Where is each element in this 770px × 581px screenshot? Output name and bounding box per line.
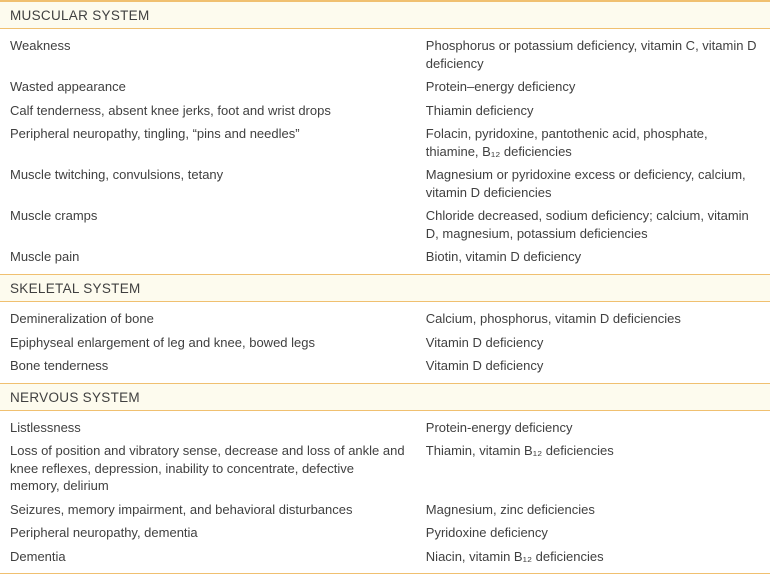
table-row: Dementia Niacin, vitamin B₁₂ deficiencie… [0,545,770,574]
table-row: Peripheral neuropathy, tingling, “pins a… [0,122,770,163]
table-row: Bone tenderness Vitamin D deficiency [0,354,770,383]
section-title: MUSCULAR SYSTEM [0,2,770,29]
table-row: Calf tenderness, absent knee jerks, foot… [0,99,770,123]
sign-cell: Peripheral neuropathy, dementia [0,521,416,545]
sign-cell: Demineralization of bone [0,302,416,331]
section-header-nervous: NERVOUS SYSTEM [0,383,770,410]
table-row: Listlessness Protein-energy deficiency [0,410,770,439]
table-row: Demineralization of bone Calcium, phosph… [0,302,770,331]
cause-cell: Protein–energy deficiency [416,75,770,99]
section-header-skeletal: SKELETAL SYSTEM [0,275,770,302]
table-row: Weakness Phosphorus or potassium deficie… [0,29,770,76]
table-row: Peripheral neuropathy, dementia Pyridoxi… [0,521,770,545]
sign-cell: Bone tenderness [0,354,416,383]
table-row: Muscle twitching, convulsions, tetany Ma… [0,163,770,204]
cause-cell: Pyridoxine deficiency [416,521,770,545]
sign-cell: Loss of position and vibratory sense, de… [0,439,416,498]
table-row: Muscle cramps Chloride decreased, sodium… [0,204,770,245]
table-row: Loss of position and vibratory sense, de… [0,439,770,498]
table-row: Epiphyseal enlargement of leg and knee, … [0,331,770,355]
table-row: Wasted appearance Protein–energy deficie… [0,75,770,99]
section-title: NERVOUS SYSTEM [0,383,770,410]
cause-cell: Vitamin D deficiency [416,354,770,383]
table-row: Muscle pain Biotin, vitamin D deficiency [0,245,770,274]
sign-cell: Listlessness [0,410,416,439]
cause-cell: Phosphorus or potassium deficiency, vita… [416,29,770,76]
sign-cell: Peripheral neuropathy, tingling, “pins a… [0,122,416,163]
cause-cell: Vitamin D deficiency [416,331,770,355]
cause-cell: Magnesium, zinc deficiencies [416,498,770,522]
cause-cell: Thiamin, vitamin B₁₂ deficiencies [416,439,770,498]
sign-cell: Epiphyseal enlargement of leg and knee, … [0,331,416,355]
sign-cell: Wasted appearance [0,75,416,99]
cause-cell: Biotin, vitamin D deficiency [416,245,770,274]
table-row: Seizures, memory impairment, and behavio… [0,498,770,522]
section-title: SKELETAL SYSTEM [0,275,770,302]
sign-cell: Calf tenderness, absent knee jerks, foot… [0,99,416,123]
cause-cell: Thiamin deficiency [416,99,770,123]
cause-cell: Niacin, vitamin B₁₂ deficiencies [416,545,770,574]
cause-cell: Protein-energy deficiency [416,410,770,439]
cause-cell: Calcium, phosphorus, vitamin D deficienc… [416,302,770,331]
sign-cell: Dementia [0,545,416,574]
sign-cell: Weakness [0,29,416,76]
sign-cell: Muscle pain [0,245,416,274]
cause-cell: Chloride decreased, sodium deficiency; c… [416,204,770,245]
cause-cell: Magnesium or pyridoxine excess or defici… [416,163,770,204]
section-header-muscular: MUSCULAR SYSTEM [0,2,770,29]
sign-cell: Muscle cramps [0,204,416,245]
sign-cell: Muscle twitching, convulsions, tetany [0,163,416,204]
cause-cell: Folacin, pyridoxine, pantothenic acid, p… [416,122,770,163]
sign-cell: Seizures, memory impairment, and behavio… [0,498,416,522]
deficiency-table: MUSCULAR SYSTEM Weakness Phosphorus or p… [0,1,770,573]
